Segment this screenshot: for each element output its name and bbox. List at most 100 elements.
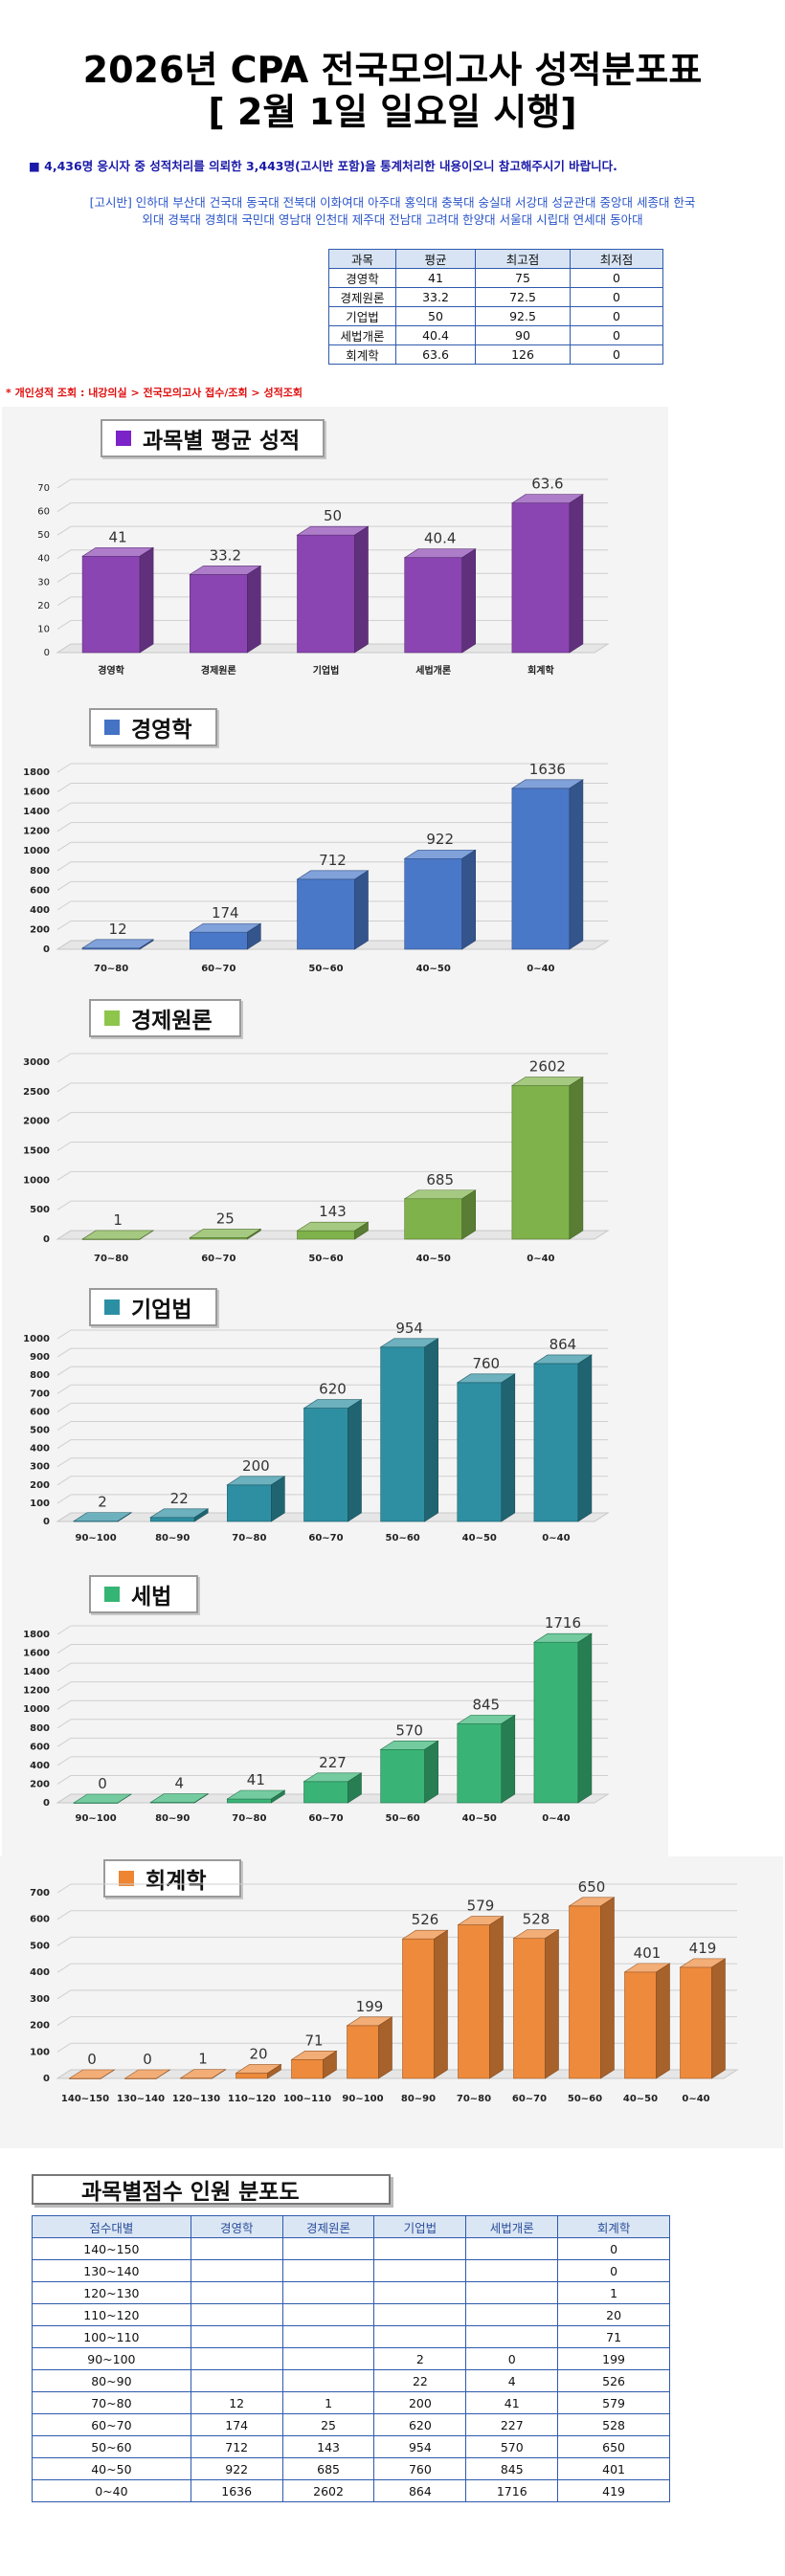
y-tick-label: 200 [30,924,50,935]
distribution-cell [373,2259,467,2282]
y-tick-label: 1500 [23,1146,50,1157]
data-label: 1636 [529,761,566,778]
x-tick-label: 60~70 [201,964,236,974]
x-tick-label: 경제원론 [201,664,236,677]
distribution-cell: 864 [373,2479,467,2502]
bar-side [271,1789,285,1804]
x-tick-label: 70~80 [94,964,128,974]
y-tick-label: 500 [30,1426,50,1436]
bar-side [577,1632,593,1804]
y-tick-label: 1600 [23,1649,50,1659]
gridline [56,1402,72,1412]
gridline [56,1681,72,1692]
chart-title-corplaw: 기업법 [89,1288,217,1326]
data-label: 0 [143,2051,152,2068]
distribution-cell: 620 [373,2413,467,2436]
distribution-cell [281,2259,375,2282]
distribution-cell: 2602 [281,2479,375,2502]
bar [380,1346,425,1522]
x-tick-label: 회계학 [527,664,554,677]
gridline [56,1457,72,1468]
distribution-cell: 60~70 [32,2413,191,2436]
data-label: 845 [472,1696,500,1713]
data-label: 2 [98,1494,107,1511]
y-tick-label: 2000 [23,1117,50,1127]
gridline [56,1494,72,1504]
gridline [56,1644,72,1654]
data-label: 63.6 [531,476,563,493]
chart-title-economics: 경제원론 [89,999,241,1037]
bar [457,1723,503,1804]
y-tick-label: 0 [43,1798,50,1809]
distribution-row: 90~100 2 0 199 [32,2347,670,2370]
x-tick-label: 120~130 [172,2094,220,2104]
bar [291,2059,324,2079]
distribution-row: 130~140 0 [32,2259,670,2282]
y-tick-label: 600 [30,1915,50,1925]
distribution-cell [190,2347,283,2370]
bar-side [354,1221,369,1240]
distribution-cell: 174 [190,2413,283,2436]
bar-side [117,1793,132,1804]
y-tick-label: 200 [30,1779,50,1789]
bar [404,557,463,654]
distribution-cell [281,2281,375,2304]
y-tick-label: 800 [30,866,50,877]
distribution-header-cell: 경제원론 [281,2215,375,2238]
summary-row: 경제원론 33.2 72.5 0 [328,287,663,307]
bar-side [656,1963,670,2079]
distribution-cell: 110~120 [32,2303,191,2326]
bar-side [193,1508,209,1522]
y-tick-label: 500 [30,1941,50,1951]
bar-side [117,1512,132,1522]
distribution-cell: 1636 [190,2479,283,2502]
y-tick-label: 400 [30,1967,50,1978]
bar-side [267,2063,281,2079]
chart-title-avg: 과목별 평균 성적 [101,419,325,457]
bar-side [354,870,369,950]
distribution-cell: 12 [190,2391,283,2414]
bar-side [271,1476,285,1522]
x-tick-label: 70~80 [94,1254,128,1264]
summary-cell: 경영학 [328,268,396,288]
summary-row: 회계학 63.6 126 0 [328,344,663,365]
bar [511,502,571,654]
distribution-header-cell: 경영학 [190,2215,283,2238]
bar [533,1363,579,1522]
distribution-header-cell: 세법개론 [465,2215,559,2238]
bar-side [246,922,261,950]
gridline [56,880,72,891]
data-label: 41 [247,1771,265,1788]
distribution-cell [465,2237,559,2260]
x-tick-label: 경영학 [98,664,124,677]
y-tick-label: 800 [30,1370,50,1381]
x-tick-label: 기업법 [313,664,340,677]
distribution-cell [373,2325,467,2348]
x-tick-label: 70~80 [457,2094,491,2104]
y-tick-label: 10 [37,624,50,634]
gridline [56,1053,72,1063]
gridline [56,1625,72,1635]
gridline [56,549,72,560]
chart-title-business: 경영학 [89,708,217,746]
x-tick-label: 60~70 [201,1254,236,1264]
x-tick-label: 0~40 [527,1254,554,1264]
bar-side [139,1230,154,1240]
gridline [56,1384,72,1394]
distribution-row: 80~90 22 4 526 [32,2369,670,2392]
data-label: 528 [523,1911,550,1928]
data-label: 650 [578,1878,606,1896]
x-tick-label: 80~90 [155,1533,190,1543]
gridline [56,1883,72,1894]
score-lookup-link[interactable]: * 개인성적 조회 : 내강의실 > 전국모의고사 접수/조회 > 성적조회 [6,387,303,399]
distribution-cell: 50~60 [32,2435,191,2458]
distribution-cell: 120~130 [32,2281,191,2304]
data-label: 174 [212,904,239,922]
gridline [56,1142,72,1151]
distribution-cell: 199 [557,2347,670,2370]
distribution-cell: 570 [465,2435,559,2458]
gridline [56,822,72,833]
distribution-cell: 25 [281,2413,375,2436]
bar [149,1517,195,1522]
summary-header-row: 과목 평균 최고점 최저점 [328,249,663,269]
